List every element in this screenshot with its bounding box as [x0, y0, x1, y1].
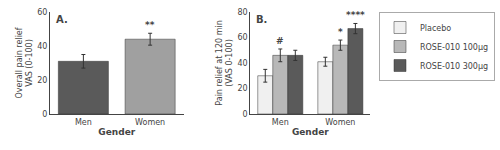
svg-text:20: 20	[237, 84, 247, 93]
svg-text:Gender: Gender	[292, 127, 329, 137]
svg-text:Men: Men	[75, 118, 92, 127]
svg-text:A.: A.	[56, 14, 68, 25]
svg-text:60: 60	[237, 33, 247, 42]
svg-text:40: 40	[237, 59, 247, 68]
svg-text:**: **	[145, 20, 155, 30]
svg-text:60: 60	[37, 8, 47, 17]
svg-text:****: ****	[346, 10, 365, 20]
svg-text:Overall pain reliefVAS (0-100): Overall pain reliefVAS (0-100)	[15, 27, 34, 98]
svg-text:#: #	[276, 36, 284, 46]
svg-text:B.: B.	[256, 14, 267, 25]
svg-text:Men: Men	[272, 118, 289, 127]
svg-text:80: 80	[237, 8, 247, 17]
svg-text:20: 20	[37, 76, 47, 85]
svg-text:ROSE-010 100μg: ROSE-010 100μg	[420, 43, 488, 52]
svg-text:Gender: Gender	[98, 127, 135, 137]
svg-text:40: 40	[37, 42, 47, 51]
svg-text:0: 0	[42, 110, 47, 119]
svg-text:Pain relief at 120 min(VAS 0-1: Pain relief at 120 min(VAS 0-100)	[215, 20, 234, 105]
svg-text:Women: Women	[325, 118, 355, 127]
svg-text:0: 0	[243, 110, 248, 119]
svg-text:*: *	[338, 27, 343, 37]
svg-text:Women: Women	[135, 118, 165, 127]
svg-text:ROSE-010 300μg: ROSE-010 300μg	[420, 62, 488, 71]
svg-text:Placebo: Placebo	[420, 24, 451, 33]
